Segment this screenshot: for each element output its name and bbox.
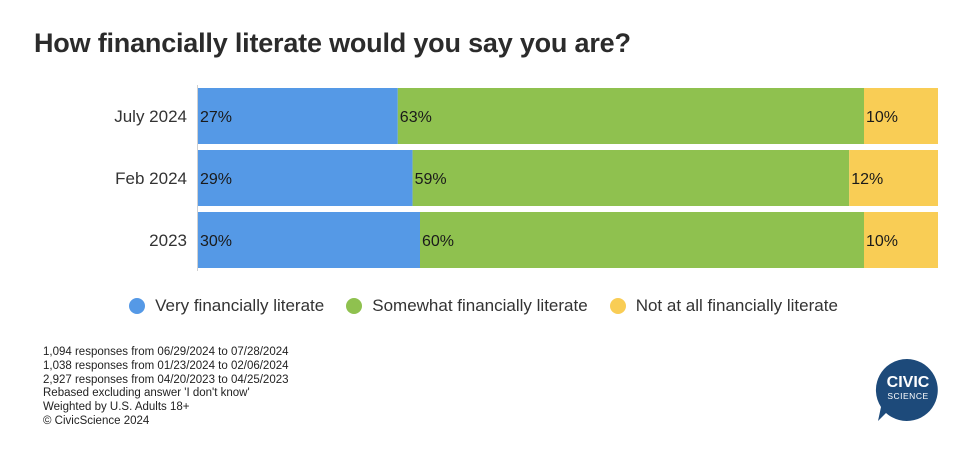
data-label-july-2024-1: 63% (400, 109, 432, 126)
bar-segment-2023-0 (198, 212, 420, 268)
stacked-bar-chart: July 2024 27% 63% 10% Feb 2024 29% 59% 12% 2023 3… (114, 85, 938, 271)
legend-item-not-at-all: Not at all financially literate (609, 296, 838, 316)
note-rebased: Rebased excluding answer 'I don't know' (43, 387, 250, 400)
bar-segment-july-2024-2 (864, 88, 938, 144)
legend-swatch-somewhat (346, 298, 363, 314)
legend-swatch-not-at-all (609, 298, 626, 314)
data-label-feb-2024-1: 59% (415, 171, 447, 188)
category-label-july-2024: July 2024 (114, 107, 187, 126)
legend-label-not-at-all: Not at all financially literate (635, 296, 838, 315)
bar-segment-feb-2024-1 (412, 150, 850, 206)
logo-text-science: SCIENCE (887, 391, 928, 401)
data-label-feb-2024-2: 12% (851, 171, 883, 188)
data-label-2023-2: 10% (866, 233, 898, 250)
note-responses-july-2024: 1,094 responses from 06/29/2024 to 07/28… (43, 346, 289, 358)
data-label-july-2024-0: 27% (200, 109, 232, 126)
data-label-2023-1: 60% (422, 233, 454, 250)
legend-swatch-very (129, 298, 146, 314)
bar-segment-feb-2024-2 (849, 150, 938, 206)
bar-segment-feb-2024-0 (198, 150, 413, 206)
civicscience-logo: CIVIC SCIENCE (875, 358, 938, 421)
note-responses-feb-2024: 1,038 responses from 01/23/2024 to 02/06… (43, 359, 289, 372)
bar-segment-july-2024-1 (397, 88, 864, 144)
data-label-feb-2024-0: 29% (200, 171, 232, 188)
bar-segment-2023-1 (420, 212, 864, 268)
legend-item-somewhat: Somewhat financially literate (346, 296, 588, 316)
note-copyright: © CivicScience 2024 (43, 414, 150, 427)
legend-label-very: Very financially literate (155, 296, 325, 315)
chart-legend: Very financially literate Somewhat finan… (0, 296, 967, 316)
data-label-2023-0: 30% (200, 233, 232, 250)
note-weighted: Weighted by U.S. Adults 18+ (43, 401, 190, 414)
data-label-july-2024-2: 10% (866, 109, 898, 126)
chart-title: How financially literate would you say y… (34, 28, 631, 58)
legend-item-very: Very financially literate (129, 296, 324, 316)
logo-speech-bubble-icon (875, 358, 938, 421)
bar-segment-july-2024-0 (198, 88, 398, 144)
category-label-2023: 2023 (149, 231, 187, 250)
logo-text-civic: CIVIC (887, 374, 930, 391)
footnotes: 1,094 responses from 06/29/2024 to 07/28… (43, 346, 289, 429)
bar-segment-2023-2 (864, 212, 938, 268)
category-label-feb-2024: Feb 2024 (115, 169, 187, 188)
legend-label-somewhat: Somewhat financially literate (372, 296, 588, 315)
note-responses-2023: 2,927 responses from 04/20/2023 to 04/25… (43, 373, 289, 386)
